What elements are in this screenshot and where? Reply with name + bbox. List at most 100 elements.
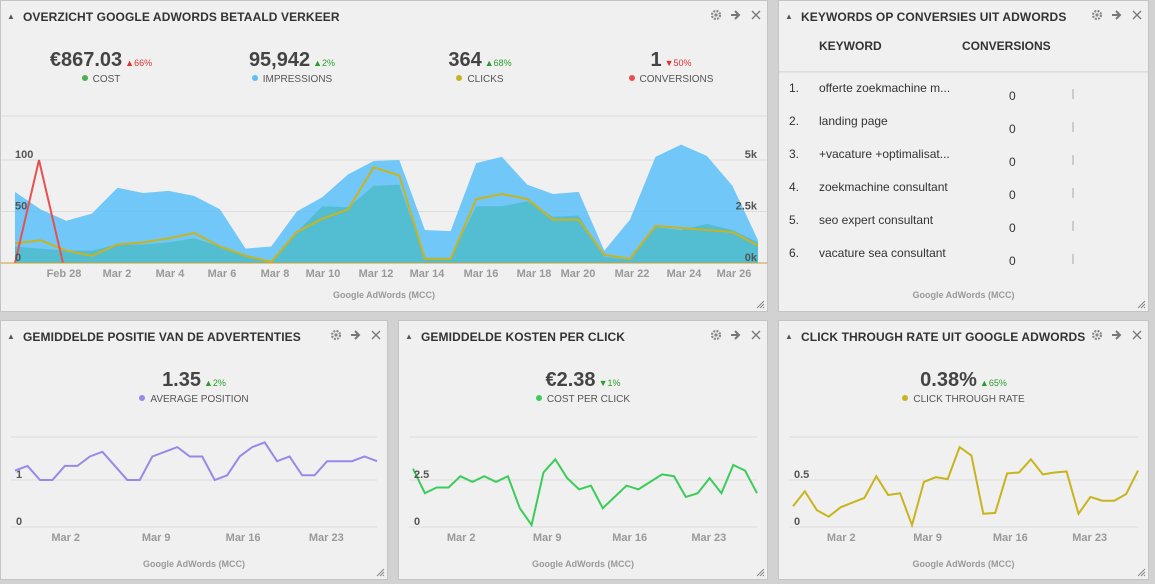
metric-value: 1 — [650, 49, 662, 71]
data-source-label: Google AdWords (MCC) — [912, 290, 1015, 300]
widget-title: OVERZICHT GOOGLE ADWORDS BETAALD VERKEER — [23, 10, 340, 24]
close-icon[interactable] — [1130, 8, 1144, 22]
metric-value: €2.38 — [545, 369, 596, 391]
x-tick-label: Mar 16 — [612, 532, 647, 544]
metric-label: AVERAGE POSITION — [150, 394, 249, 405]
legend-dot — [251, 75, 258, 82]
gear-icon[interactable] — [1090, 8, 1104, 22]
x-tick-label: Mar 16 — [226, 532, 261, 544]
y-left-tick-label: 0 — [15, 252, 21, 264]
widget-header: ▲ OVERZICHT GOOGLE ADWORDS BETAALD VERKE… — [1, 1, 767, 31]
x-tick-label: Mar 9 — [913, 532, 942, 544]
conversion-bar — [1072, 122, 1074, 132]
ctr-chart: 0 0.5 Mar 2 Mar 9 Mar 16 Mar 23 — [789, 436, 1139, 544]
x-tick-label: Mar 9 — [533, 532, 562, 544]
y-tick-label: 0 — [414, 516, 420, 528]
move-arrow-icon[interactable] — [729, 328, 743, 342]
gear-icon[interactable] — [709, 328, 723, 342]
x-tick-label: Feb 28 — [47, 268, 82, 280]
cpc-chart: 0 2.5 Mar 2 Mar 9 Mar 16 Mar 23 — [409, 436, 758, 544]
resize-handle-icon[interactable] — [755, 299, 765, 309]
y-right-tick-label: 2.5k — [736, 201, 758, 213]
table-row[interactable]: 2. landing page 0 — [779, 114, 1148, 147]
table-row[interactable]: 1. offerte zoekmachine m... 0 — [779, 81, 1148, 114]
keyword-cell: offerte zoekmachine m... — [819, 81, 951, 95]
metric-label: IMPRESSIONS — [262, 74, 333, 85]
conversion-bar — [1072, 188, 1074, 198]
column-header-keyword[interactable]: KEYWORD — [819, 39, 882, 53]
table-row[interactable]: 4. zoekmachine consultant 0 — [779, 180, 1148, 213]
x-tick-label: Mar 22 — [615, 268, 650, 280]
metric-value: 1.35 — [162, 369, 201, 391]
conversion-bar — [1072, 254, 1074, 264]
row-rank: 6. — [789, 246, 800, 260]
gear-icon[interactable] — [329, 328, 343, 342]
close-icon[interactable] — [1130, 328, 1144, 342]
widget-title: KEYWORDS OP CONVERSIES UIT ADWORDS — [801, 10, 1067, 24]
keyword-cell: seo expert consultant — [819, 213, 934, 227]
collapse-caret-icon[interactable]: ▲ — [785, 12, 793, 21]
widget-header: ▲ KEYWORDS OP CONVERSIES UIT ADWORDS — [779, 1, 1148, 31]
table-row[interactable]: 3. +vacature +optimalisat... 0 — [779, 147, 1148, 180]
collapse-caret-icon[interactable]: ▲ — [7, 332, 15, 341]
widget-title: GEMIDDELDE POSITIE VAN DE ADVERTENTIES — [23, 330, 301, 344]
row-rank: 5. — [789, 213, 800, 227]
resize-handle-icon[interactable] — [1136, 567, 1146, 577]
collapse-caret-icon[interactable]: ▲ — [785, 332, 793, 341]
close-icon[interactable] — [369, 328, 383, 342]
overview-chart: 0 50 100 0k 2.5k 5k Feb 28 Mar 2 Mar 4 Mar 6 Mar 8… — [1, 115, 767, 280]
conversion-bar — [1072, 221, 1074, 231]
move-arrow-icon[interactable] — [349, 328, 363, 342]
table-row[interactable]: 6. vacature sea consultant 0 — [779, 246, 1148, 279]
x-tick-label: Mar 14 — [410, 268, 446, 280]
metric-label: CLICK THROUGH RATE — [913, 394, 1025, 405]
x-tick-label: Mar 6 — [208, 268, 237, 280]
conversions-cell: 0 — [1009, 89, 1016, 103]
y-left-tick-label: 50 — [15, 201, 27, 213]
keywords-widget: ▲ KEYWORDS OP CONVERSIES UIT ADWORDS KEY… — [778, 0, 1149, 312]
close-icon[interactable] — [749, 328, 763, 342]
table-row[interactable]: 5. seo expert consultant 0 — [779, 213, 1148, 246]
resize-handle-icon[interactable] — [375, 567, 385, 577]
metric-change: ▲2% — [204, 378, 226, 388]
conversions-cell: 0 — [1009, 122, 1016, 136]
x-tick-label: Mar 4 — [156, 268, 186, 280]
collapse-caret-icon[interactable]: ▲ — [7, 12, 15, 21]
move-arrow-icon[interactable] — [729, 8, 743, 22]
metric-value: 364 — [448, 49, 482, 71]
y-tick-label: 0 — [16, 516, 22, 528]
collapse-caret-icon[interactable]: ▲ — [405, 332, 413, 341]
legend-dot — [456, 75, 463, 82]
cost-area — [15, 184, 758, 263]
x-tick-label: Mar 26 — [717, 268, 752, 280]
data-source-label: Google AdWords (MCC) — [333, 290, 435, 300]
table-header-divider — [779, 71, 1148, 74]
y-right-tick-label: 0k — [745, 252, 758, 264]
close-icon[interactable] — [749, 8, 763, 22]
metric-label: COST PER CLICK — [546, 394, 631, 405]
conversions-cell: 0 — [1009, 155, 1016, 169]
resize-handle-icon[interactable] — [1136, 299, 1146, 309]
cost-metric: €867.03 ▲66% COST — [41, 49, 161, 85]
row-rank: 2. — [789, 114, 800, 128]
conversions-cell: 0 — [1009, 254, 1016, 268]
cpc-widget: ▲ GEMIDDELDE KOSTEN PER CLICK €2.38 ▼1% C… — [398, 320, 768, 580]
widget-header: ▲ GEMIDDELDE KOSTEN PER CLICK — [399, 321, 767, 351]
avg-position-chart: 0 1 Mar 2 Mar 9 Mar 16 Mar 23 — [11, 436, 378, 544]
overview-widget: ▲ OVERZICHT GOOGLE ADWORDS BETAALD VERKE… — [0, 0, 768, 312]
column-header-conversions[interactable]: CONVERSIONS — [962, 39, 1051, 53]
metric-value: €867.03 — [49, 49, 123, 71]
metric-label: COST — [92, 74, 121, 85]
widget-title: GEMIDDELDE KOSTEN PER CLICK — [421, 330, 626, 344]
data-source-label: Google AdWords (MCC) — [143, 559, 245, 569]
data-source-label: Google AdWords (MCC) — [532, 559, 634, 569]
row-rank: 1. — [789, 81, 800, 95]
gear-icon[interactable] — [1090, 328, 1104, 342]
move-arrow-icon[interactable] — [1110, 8, 1124, 22]
move-arrow-icon[interactable] — [1110, 328, 1124, 342]
widget-header: ▲ GEMIDDELDE POSITIE VAN DE ADVERTENTIES — [1, 321, 387, 351]
x-tick-label: Mar 2 — [51, 532, 80, 544]
x-tick-label: Mar 8 — [261, 268, 290, 280]
resize-handle-icon[interactable] — [755, 567, 765, 577]
gear-icon[interactable] — [709, 8, 723, 22]
